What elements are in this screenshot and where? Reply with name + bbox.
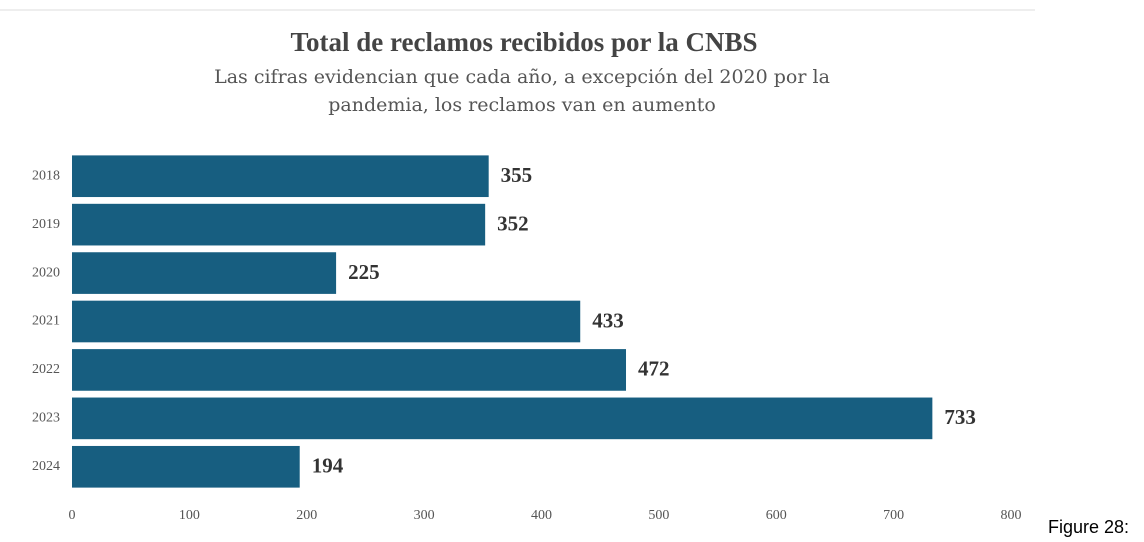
y-tick-label: 2022 [32, 362, 60, 377]
chart-subtitle: pandemia, los reclamos van en aumento [328, 94, 716, 116]
data-label: 355 [501, 163, 533, 187]
y-tick-label: 2021 [32, 314, 60, 329]
data-label: 352 [497, 211, 529, 235]
y-tick-label: 2023 [32, 411, 60, 426]
data-label: 733 [944, 405, 976, 429]
data-label: 472 [638, 357, 670, 381]
chart-subtitle: Las cifras evidencian que cada año, a ex… [214, 66, 830, 88]
y-tick-label: 2019 [32, 217, 60, 232]
bar [72, 397, 933, 440]
x-tick-label: 600 [766, 508, 787, 523]
data-label: 225 [348, 260, 380, 284]
x-tick-label: 700 [883, 508, 904, 523]
x-tick-label: 800 [1001, 508, 1022, 523]
y-tick-label: 2024 [32, 459, 60, 474]
bar [72, 252, 337, 294]
data-label: 194 [312, 454, 344, 478]
x-tick-label: 400 [531, 508, 552, 523]
data-label: 433 [592, 308, 624, 332]
x-tick-label: 200 [296, 508, 317, 523]
y-tick-label: 2020 [32, 265, 60, 280]
bar [72, 445, 300, 488]
bar [72, 155, 489, 198]
bar [72, 349, 627, 391]
x-tick-label: 100 [179, 508, 200, 523]
x-tick-label: 0 [69, 508, 76, 523]
bar [72, 203, 486, 246]
x-tick-label: 300 [414, 508, 435, 523]
x-tick-label: 500 [648, 508, 669, 523]
y-tick-label: 2018 [32, 168, 60, 183]
chart-title: Total de reclamos recibidos por la CNBS [290, 27, 757, 57]
bar [72, 300, 581, 343]
figure-caption: Figure 28: [1048, 517, 1129, 537]
